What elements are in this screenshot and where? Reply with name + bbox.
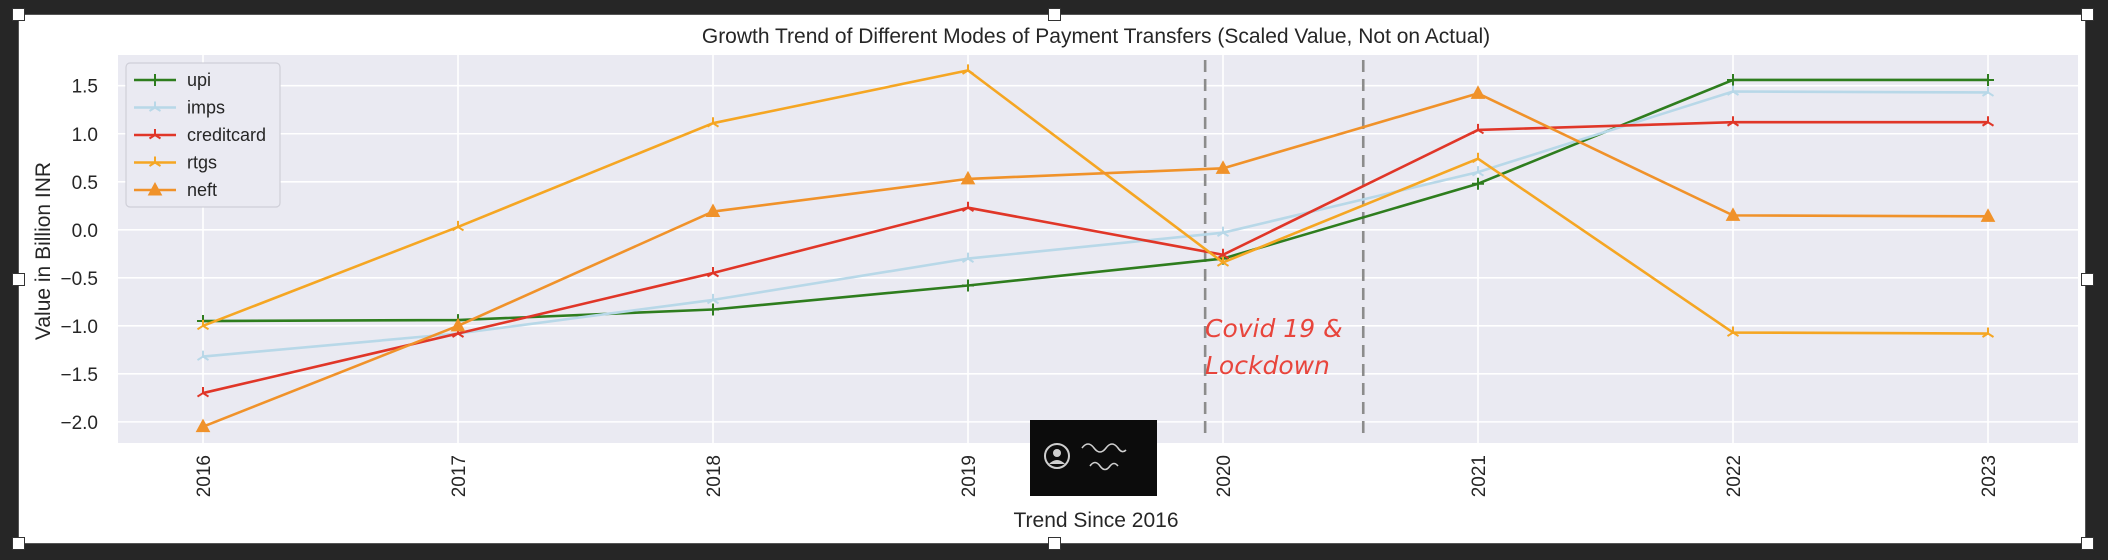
x-tick-labels: 2016 2017 2018 2019 2020 2021 2022 2023	[194, 455, 2000, 497]
series-creditcard	[196, 116, 1995, 398]
data-point-marker	[195, 418, 211, 433]
data-point-marker	[961, 201, 975, 213]
plot-area	[118, 55, 2078, 443]
x-tick-label: 2022	[1724, 455, 1745, 497]
y-tick-label: 0.5	[72, 173, 98, 194]
data-point-marker	[148, 156, 162, 167]
data-point-marker	[1471, 152, 1485, 164]
resize-handle-right[interactable]	[2081, 273, 2094, 286]
series-line-neft	[202, 92, 1989, 428]
legend-label: imps	[187, 98, 225, 118]
legend-item: upi	[134, 70, 211, 90]
data-point-marker	[706, 267, 720, 278]
chart-title: Growth Trend of Different Modes of Payme…	[702, 25, 1490, 48]
legend-item: neft	[134, 180, 217, 200]
data-point-marker	[961, 64, 975, 75]
x-tick-label: 2020	[1214, 455, 1235, 497]
y-tick-label: 0.0	[72, 221, 98, 242]
series-line-rtgs	[202, 69, 1989, 335]
y-tick-label: −2.0	[60, 413, 98, 434]
resize-handle-top[interactable]	[1048, 8, 1061, 21]
legend-label: rtgs	[187, 153, 217, 173]
data-point-marker	[1727, 73, 1739, 86]
resize-handle-bottom-left[interactable]	[12, 537, 25, 550]
data-point-marker	[705, 203, 721, 218]
data-point-marker	[1725, 207, 1741, 221]
data-point-marker	[1471, 166, 1485, 177]
x-axis-title: Trend Since 2016	[1014, 509, 1179, 532]
x-tick-label: 2018	[704, 455, 725, 497]
data-point-marker	[960, 170, 976, 185]
x-tick-label: 2021	[1469, 455, 1490, 497]
data-point-marker	[1726, 85, 1740, 96]
covid-annotation: Covid 19 & Lockdown	[1205, 314, 1343, 380]
data-point-marker	[1472, 177, 1484, 190]
data-point-marker	[1726, 326, 1740, 337]
resize-handle-left[interactable]	[12, 273, 25, 286]
legend-label: creditcard	[187, 125, 266, 145]
data-point-marker	[1216, 256, 1230, 267]
x-tick-label: 2023	[1979, 455, 2000, 497]
legend-label: upi	[187, 70, 211, 90]
y-tick-label: −1.0	[60, 317, 98, 338]
data-point-marker	[1726, 116, 1740, 127]
x-tick-label: 2017	[449, 455, 470, 497]
y-tick-label: 1.0	[72, 125, 98, 146]
series-group	[195, 64, 1996, 433]
data-point-marker	[1981, 116, 1995, 127]
legend: upi imps creditcard rtgs neft	[125, 62, 281, 208]
y-tick-label: −1.5	[60, 365, 98, 386]
series-line-upi	[202, 78, 1988, 323]
data-point-marker	[1982, 73, 1994, 86]
legend-item: imps	[134, 98, 225, 118]
annotation-text: Covid 19 &	[1205, 314, 1343, 343]
data-point-marker	[196, 319, 210, 331]
data-point-marker	[1471, 123, 1485, 135]
x-tick-label: 2019	[959, 455, 980, 497]
data-point-marker	[1470, 85, 1486, 99]
data-point-marker	[450, 317, 466, 332]
series-neft	[195, 85, 1996, 433]
series-rtgs	[196, 64, 1995, 338]
resize-handle-bottom-right[interactable]	[2081, 537, 2094, 550]
resize-handle-bottom[interactable]	[1048, 537, 1061, 550]
data-point-marker	[706, 117, 720, 128]
data-point-marker	[196, 387, 210, 398]
data-point-marker	[1216, 226, 1230, 238]
y-tick-label: 1.5	[72, 77, 98, 98]
data-point-marker	[1215, 160, 1231, 174]
watermark-logo	[1030, 420, 1157, 496]
data-point-marker	[1981, 86, 1995, 97]
data-point-marker	[1981, 327, 1995, 338]
series-line-imps	[202, 90, 1989, 358]
data-point-marker	[147, 181, 163, 196]
legend-item: creditcard	[134, 125, 266, 145]
annotation-text: Lockdown	[1205, 351, 1330, 380]
x-tick-label: 2016	[194, 455, 215, 497]
data-point-marker	[196, 350, 210, 361]
data-point-marker	[1980, 208, 1996, 222]
data-point-marker	[148, 101, 162, 112]
legend-label: neft	[187, 180, 217, 200]
resize-handle-top-right[interactable]	[2081, 8, 2094, 21]
data-point-marker	[706, 293, 720, 305]
y-axis-title: Value in Billion INR	[32, 162, 55, 340]
legend-box	[125, 62, 281, 208]
data-point-marker	[451, 220, 465, 232]
legend-item: rtgs	[134, 153, 217, 173]
data-point-marker	[149, 74, 161, 86]
data-point-marker	[962, 279, 974, 292]
y-tick-label: −0.5	[60, 269, 98, 290]
resize-handle-top-left[interactable]	[12, 8, 25, 21]
y-tick-labels: −2.0 −1.5 −1.0 −0.5 0.0 0.5 1.0 1.5	[60, 77, 98, 434]
data-point-marker	[148, 129, 162, 140]
data-point-marker	[707, 303, 719, 316]
data-point-marker	[961, 252, 975, 263]
series-line-creditcard	[202, 120, 1988, 395]
